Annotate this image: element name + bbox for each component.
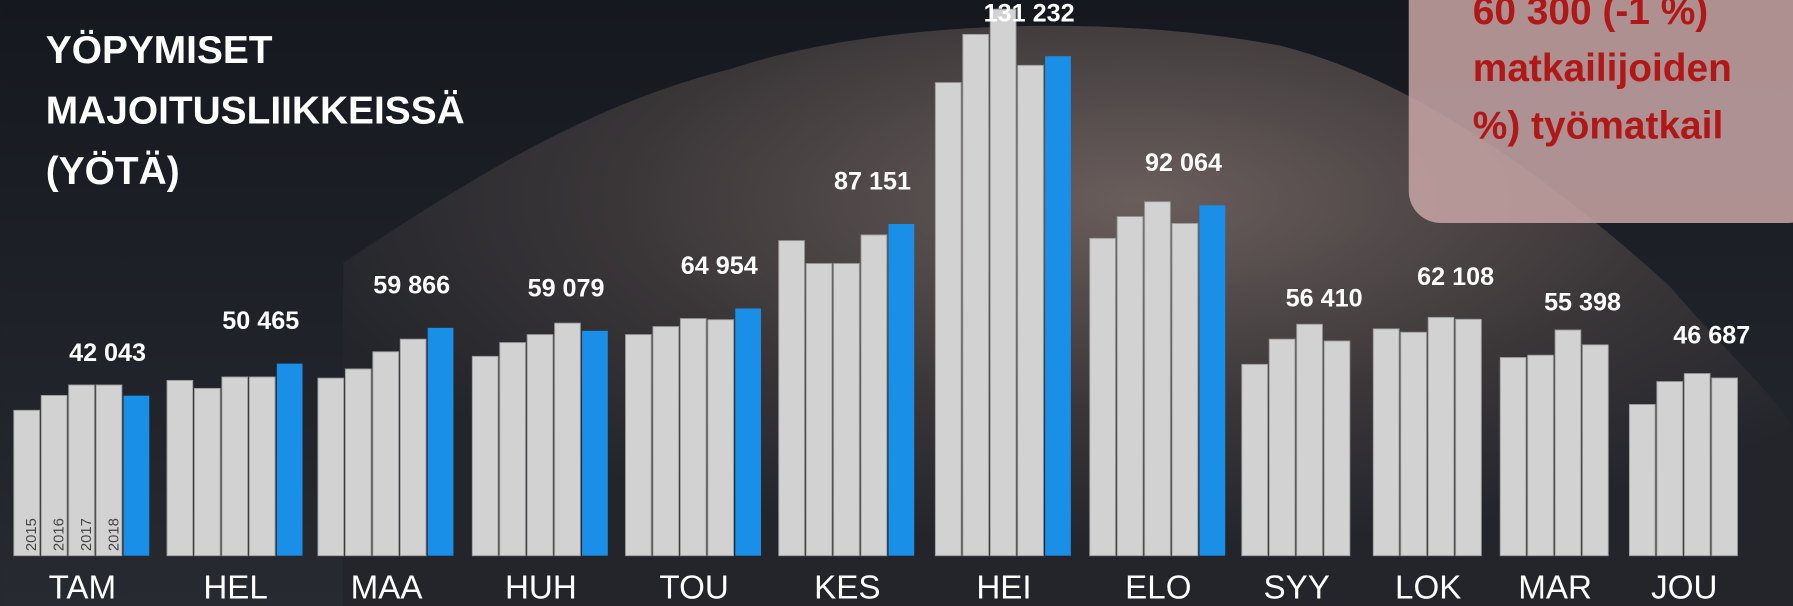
bar [1172,223,1198,555]
bar [318,378,344,556]
bar [1242,364,1268,555]
value-label: 42 043 [69,339,146,367]
bar [653,327,679,556]
bar [1297,324,1323,555]
bar [861,235,887,556]
bar [1324,341,1350,556]
chart: 60 300 (-1 %) matkailijoiden %) työmatka… [0,0,1793,606]
bar [194,388,220,555]
bar [1145,202,1171,556]
bar [1712,378,1738,556]
value-label: 87 151 [834,167,911,195]
bar [1090,238,1116,555]
bar [735,308,761,555]
bar [1200,205,1226,555]
bar [1500,358,1526,556]
x-tick-label: LOK [1395,570,1461,606]
page: {"chart_data": {"type": "bar", "title_li… [0,0,1793,606]
value-label: 56 410 [1286,284,1363,312]
bar [472,356,498,555]
bar [806,264,832,556]
value-label: 62 108 [1417,263,1494,291]
bar [963,34,989,555]
bar [582,331,608,556]
bar [1401,332,1427,555]
bar [935,83,961,556]
value-label: 55 398 [1544,288,1621,316]
legend-label: 2015 [24,518,40,551]
value-label: 64 954 [681,252,758,280]
x-tick-label: SYY [1264,570,1330,606]
bar [1629,404,1655,555]
bar [990,9,1016,555]
legend-label: 2016 [51,518,67,551]
bar [1657,382,1683,556]
x-tick-label: MAR [1518,570,1592,606]
bar [1555,330,1581,556]
bar [1117,217,1143,556]
bar [1583,345,1609,556]
chart-title: (YÖTÄ) [46,150,180,193]
bar [124,396,150,556]
value-label: 92 064 [1145,149,1222,177]
value-label: 46 687 [1673,321,1750,349]
bar [626,335,652,556]
bar [1018,65,1044,555]
bar [345,369,371,556]
bar [834,264,860,556]
bar [1045,56,1071,555]
legend-label: 2018 [106,518,122,551]
bar [1269,339,1295,556]
x-tick-label: TOU [659,570,728,606]
bar [428,328,454,556]
legend-label: 2017 [79,518,95,551]
callout-line: matkailijoiden [1473,47,1732,90]
x-tick-label: HUH [505,570,577,606]
chart-title: YÖPYMISET [46,29,273,72]
callout-line: 60 300 (-1 %) [1473,0,1708,33]
bar [167,380,193,555]
bar [249,377,275,556]
x-tick-label: ELO [1125,570,1191,606]
x-tick-label: HEL [203,570,267,606]
bar [1428,317,1454,555]
bar [1373,329,1399,556]
bar [555,323,581,556]
x-tick-label: JOU [1651,570,1717,606]
bar [680,319,706,556]
x-tick-label: TAM [49,570,117,606]
value-label: 59 079 [528,274,605,302]
bar [1684,374,1710,556]
value-label: 59 866 [373,271,450,299]
chart-title: MAJOITUSLIIKKEISSÄ [46,89,465,132]
x-tick-label: KES [814,570,880,606]
bar [708,320,734,556]
bar [779,241,805,556]
bar [1456,319,1482,555]
bar [222,377,248,556]
bar [888,224,914,556]
bar [373,352,399,556]
value-label: 131 232 [984,0,1075,28]
bar [277,364,303,556]
bar [527,335,553,556]
bar [500,343,526,556]
bar [400,339,426,556]
x-tick-label: MAA [351,570,424,606]
callout-line: %) työmatkail [1473,104,1723,147]
value-label: 50 465 [222,307,299,335]
x-tick-label: HEI [976,570,1031,606]
bar [1528,355,1554,556]
